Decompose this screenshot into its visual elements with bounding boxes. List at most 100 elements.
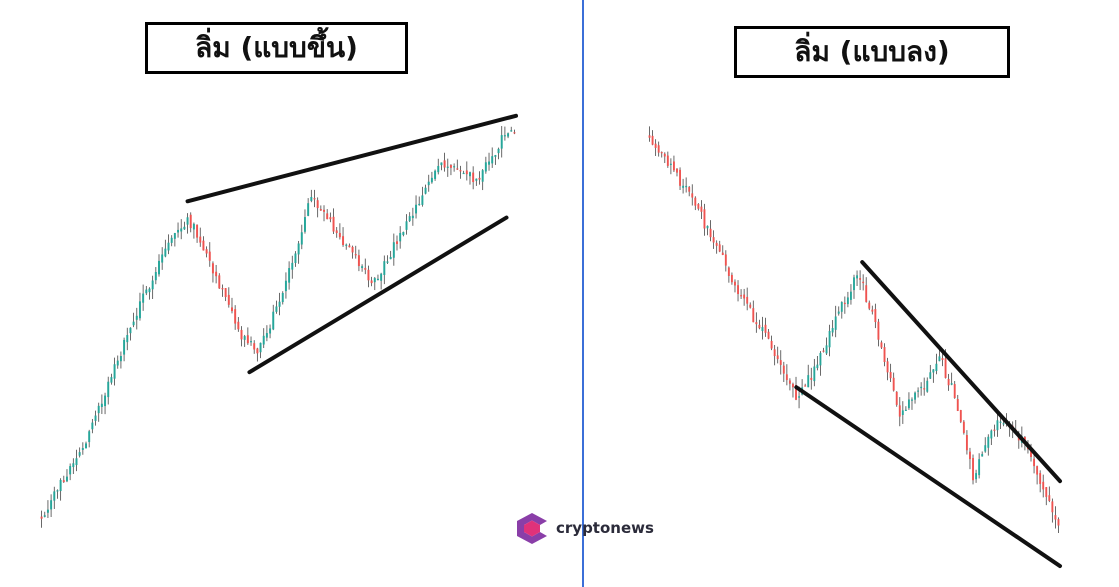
candle-down xyxy=(724,254,727,266)
candle-up xyxy=(186,217,189,225)
candle-up xyxy=(300,232,303,245)
cryptonews-logo-icon xyxy=(517,513,547,544)
candle-up xyxy=(250,341,253,343)
candle-up xyxy=(145,289,148,294)
candle-up xyxy=(158,260,160,275)
candle-up xyxy=(110,377,113,383)
candle-down xyxy=(1045,487,1048,497)
candle-up xyxy=(831,328,834,333)
rising-wedge-title: ลิ่ม (แบบขึ้น) xyxy=(145,22,408,74)
candle-down xyxy=(256,348,259,354)
candle-up xyxy=(981,454,984,457)
candle-up xyxy=(411,215,414,219)
candle-down xyxy=(709,228,712,238)
candle-down xyxy=(889,371,892,379)
candle-down xyxy=(357,255,360,267)
candle-down xyxy=(865,285,868,302)
candle-up xyxy=(148,288,151,293)
candle-down xyxy=(240,329,243,340)
candle-down xyxy=(859,278,862,280)
candle-down xyxy=(956,399,959,411)
candle-down xyxy=(752,308,755,323)
candle-up xyxy=(43,515,46,517)
candle-up xyxy=(72,463,75,468)
candle-up xyxy=(177,229,180,233)
candle-down xyxy=(700,206,703,212)
candle-down xyxy=(730,274,733,283)
candle-down xyxy=(810,377,813,380)
candle-down xyxy=(871,309,874,312)
falling-wedge-lower-trendline xyxy=(794,385,1062,569)
candle-down xyxy=(715,242,718,246)
candle-up xyxy=(88,431,91,443)
candle-up xyxy=(135,315,138,320)
candle-down xyxy=(923,388,926,390)
candle-down xyxy=(843,302,846,305)
candle-up xyxy=(819,352,822,366)
candle-up xyxy=(853,277,855,291)
candle-up xyxy=(500,135,503,149)
candle-down xyxy=(969,451,971,460)
candle-down xyxy=(478,177,481,180)
candle-up xyxy=(427,181,430,186)
candle-down xyxy=(697,204,700,209)
candle-down xyxy=(727,267,730,276)
candle-up xyxy=(917,390,920,392)
candle-down xyxy=(316,200,319,209)
candle-down xyxy=(877,321,880,340)
candle-down xyxy=(666,155,669,166)
candle-down xyxy=(367,269,370,281)
candle-down xyxy=(1051,501,1054,513)
candle-up xyxy=(161,254,164,263)
candle-up xyxy=(929,372,932,379)
candle-up xyxy=(303,217,306,232)
candle-down xyxy=(370,280,373,284)
candle-down xyxy=(396,241,398,244)
candle-up xyxy=(59,479,62,492)
candle-up xyxy=(78,452,81,456)
candle-up xyxy=(380,273,383,281)
candle-up xyxy=(142,293,145,303)
candle-up xyxy=(291,262,294,270)
candle-up xyxy=(978,459,981,476)
falling-wedge-title: ลิ่ม (แบบลง) xyxy=(734,26,1010,78)
candle-up xyxy=(507,133,510,137)
candle-up xyxy=(281,292,284,303)
candle-up xyxy=(437,165,440,173)
candle-up xyxy=(840,302,843,312)
candle-down xyxy=(338,232,341,238)
candle-down xyxy=(898,405,901,417)
candle-down xyxy=(712,237,715,243)
candle-down xyxy=(740,295,743,297)
candle-down xyxy=(215,271,218,277)
candle-up xyxy=(376,278,379,281)
rising-wedge-upper-trendline xyxy=(185,113,518,204)
candle-down xyxy=(880,342,883,348)
candle-up xyxy=(987,436,990,448)
candle-down xyxy=(767,331,770,339)
candle-up xyxy=(107,381,110,398)
candle-up xyxy=(288,268,291,283)
candle-down xyxy=(721,252,724,255)
candle-up xyxy=(56,490,59,492)
candle-up xyxy=(91,422,94,430)
candle-up xyxy=(932,369,935,373)
candle-up xyxy=(669,163,672,165)
candle-up xyxy=(138,301,141,319)
candle-down xyxy=(773,349,776,357)
candle-down xyxy=(703,209,706,229)
candle-down xyxy=(202,240,205,251)
candle-up xyxy=(50,500,53,510)
candle-down xyxy=(326,213,329,220)
candle-up xyxy=(126,335,129,343)
candle-down xyxy=(1039,473,1042,484)
candle-up xyxy=(938,356,941,362)
candle-up xyxy=(828,330,831,348)
candle-up xyxy=(421,195,424,205)
candle-up xyxy=(926,380,929,392)
candle-down xyxy=(953,384,956,399)
candle-up xyxy=(129,327,132,334)
candle-down xyxy=(868,302,871,309)
candle-up xyxy=(798,396,801,398)
candle-up xyxy=(761,327,764,332)
